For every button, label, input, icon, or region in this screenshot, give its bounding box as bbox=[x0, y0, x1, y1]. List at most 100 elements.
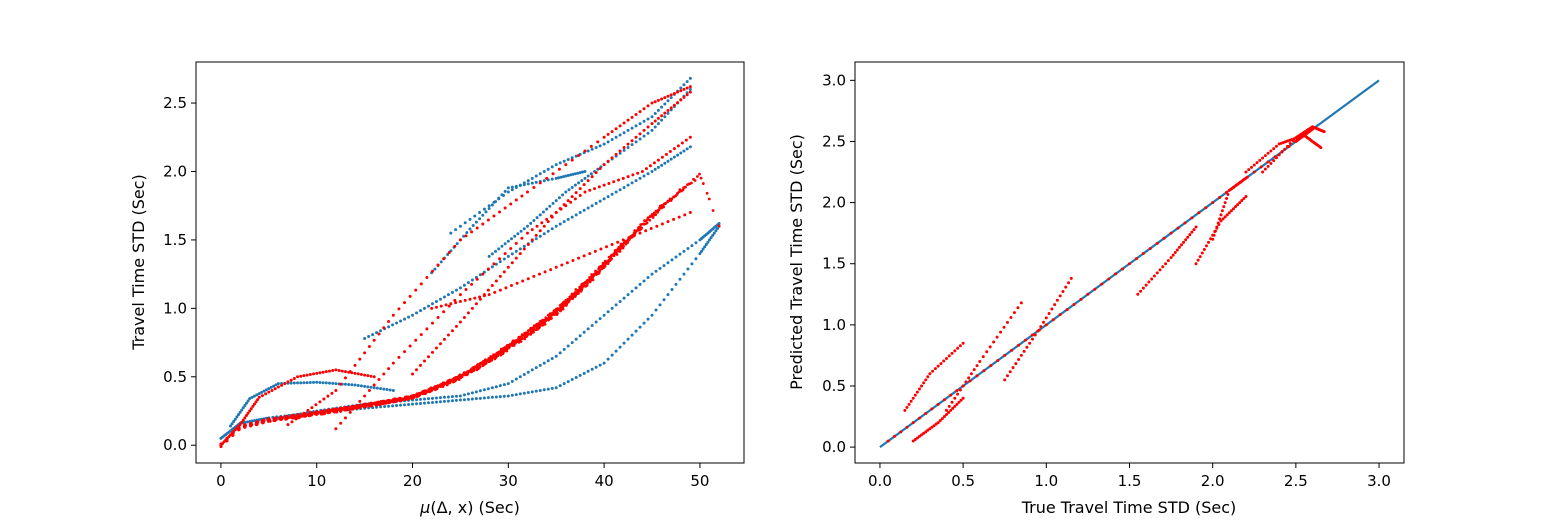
scatter-point bbox=[478, 217, 482, 221]
scatter-point bbox=[573, 183, 577, 187]
scatter-point bbox=[1055, 298, 1059, 302]
scatter-point bbox=[438, 297, 442, 301]
scatter-point bbox=[369, 374, 373, 378]
scatter-point bbox=[405, 396, 409, 400]
scatter-point bbox=[430, 302, 434, 306]
scatter-point bbox=[270, 388, 274, 392]
y-tick-label: 2.5 bbox=[822, 132, 846, 150]
scatter-point bbox=[486, 387, 490, 391]
scatter-point bbox=[1175, 248, 1179, 252]
scatter-point bbox=[945, 408, 948, 412]
scatter-point bbox=[610, 192, 614, 196]
scatter-point bbox=[506, 254, 510, 258]
scatter-point bbox=[1022, 349, 1026, 353]
scatter-point bbox=[243, 425, 247, 429]
scatter-point bbox=[327, 410, 331, 414]
scatter-point bbox=[294, 417, 298, 421]
y-tick-label: 0.0 bbox=[163, 436, 187, 454]
scatter-point bbox=[475, 277, 479, 281]
scatter-point bbox=[638, 122, 642, 126]
scatter-point bbox=[1288, 142, 1292, 146]
scatter-point bbox=[430, 306, 434, 310]
scatter-point bbox=[438, 396, 442, 400]
scatter-point bbox=[289, 378, 293, 382]
scatter-point bbox=[589, 144, 593, 148]
scatter-point bbox=[942, 359, 946, 363]
scatter-point bbox=[610, 242, 614, 246]
scatter-point bbox=[430, 400, 434, 404]
scatter-point bbox=[660, 163, 664, 167]
scatter-point bbox=[582, 330, 586, 334]
scatter-point bbox=[478, 211, 482, 215]
scatter-point bbox=[598, 363, 602, 367]
scatter-point bbox=[534, 174, 538, 178]
scatter-point bbox=[353, 405, 357, 409]
scatter-point bbox=[518, 247, 522, 251]
scatter-point bbox=[446, 333, 450, 337]
scatter-point bbox=[577, 181, 581, 185]
scatter-point bbox=[1150, 277, 1154, 281]
scatter-point bbox=[391, 404, 395, 408]
scatter-point bbox=[978, 360, 982, 364]
scatter-point bbox=[372, 375, 376, 379]
scatter-point bbox=[462, 315, 466, 319]
scatter-point bbox=[446, 293, 450, 297]
scatter-point bbox=[654, 269, 658, 273]
scatter-point bbox=[333, 409, 337, 413]
scatter-point bbox=[715, 227, 719, 231]
scatter-point bbox=[318, 400, 322, 404]
scatter-point bbox=[486, 267, 490, 271]
scatter-point bbox=[657, 208, 661, 212]
scatter-point bbox=[886, 439, 890, 443]
x-tick-label: 0.5 bbox=[951, 472, 975, 490]
scatter-point bbox=[322, 397, 326, 401]
scatter-point bbox=[334, 388, 338, 392]
scatter-point bbox=[593, 249, 597, 253]
scatter-point bbox=[606, 195, 610, 199]
scatter-point bbox=[276, 382, 280, 386]
scatter-point bbox=[583, 176, 587, 180]
scatter-point bbox=[478, 396, 482, 400]
scatter-point bbox=[663, 202, 667, 206]
scatter-point bbox=[339, 408, 343, 412]
scatter-point bbox=[538, 363, 542, 367]
scatter-point bbox=[680, 141, 684, 145]
scatter-point bbox=[956, 392, 960, 396]
scatter-point bbox=[474, 302, 478, 306]
scatter-point bbox=[353, 383, 357, 387]
scatter-point bbox=[477, 364, 481, 368]
scatter-point bbox=[999, 330, 1003, 334]
scatter-point bbox=[1003, 353, 1007, 357]
scatter-point bbox=[419, 309, 423, 313]
scatter-point bbox=[1024, 338, 1028, 342]
scatter-point bbox=[639, 227, 643, 231]
scatter-point bbox=[326, 394, 330, 398]
scatter-point bbox=[408, 344, 412, 348]
scatter-point bbox=[1069, 276, 1073, 280]
scatter-point bbox=[379, 405, 383, 409]
scatter-point bbox=[478, 273, 482, 277]
scatter-point bbox=[1291, 139, 1295, 143]
scatter-point bbox=[679, 98, 683, 102]
scatter-point bbox=[614, 349, 618, 353]
scatter-point bbox=[570, 185, 574, 189]
scatter-point bbox=[436, 315, 440, 319]
scatter-point bbox=[1162, 236, 1166, 240]
scatter-point bbox=[1044, 316, 1048, 320]
scatter-point bbox=[567, 299, 571, 303]
scatter-point bbox=[498, 257, 502, 261]
scatter-point bbox=[574, 375, 578, 379]
scatter-point bbox=[1019, 301, 1023, 305]
scatter-point bbox=[542, 232, 546, 236]
scatter-point bbox=[334, 427, 338, 431]
scatter-point bbox=[306, 408, 310, 412]
scatter-point bbox=[1272, 159, 1276, 163]
scatter-point bbox=[283, 382, 287, 386]
x-tick-label: 1.0 bbox=[1034, 472, 1058, 490]
scatter-point bbox=[663, 111, 667, 115]
scatter-point bbox=[656, 210, 660, 214]
scatter-point bbox=[646, 317, 650, 321]
scatter-point bbox=[666, 220, 670, 224]
scatter-point bbox=[486, 396, 490, 400]
scatter-point bbox=[518, 184, 522, 188]
